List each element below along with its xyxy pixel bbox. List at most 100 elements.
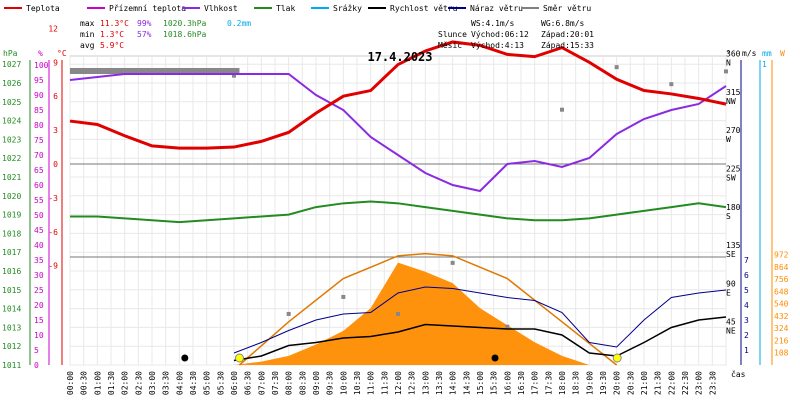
x-tick-label: 00:30	[80, 371, 89, 395]
x-tick-label: 19:30	[599, 371, 608, 395]
legend-label: Směr větru	[543, 4, 591, 13]
humidity-line	[69, 73, 727, 193]
direction-tick-dir: NW	[726, 97, 736, 106]
night-band	[70, 68, 240, 74]
x-tick-label: 18:30	[572, 371, 581, 395]
x-tick-label: 01:30	[107, 371, 116, 395]
x-tick-label: 06:30	[244, 371, 253, 395]
moonset-marker	[491, 354, 499, 362]
x-tick-label: 10:00	[339, 371, 348, 395]
x-tick-label: 19:00	[585, 371, 594, 395]
wind-direction-point	[286, 311, 291, 316]
legend-label: Vlhkost	[204, 4, 238, 13]
temperature-tick: 6	[53, 92, 58, 101]
info-moon-label: Měsíc	[438, 41, 462, 50]
temperature-unit: °C	[57, 49, 67, 58]
pressure-tick: 1011	[2, 361, 21, 370]
x-tick-label: 12:30	[408, 371, 417, 395]
direction-tick-deg: 225	[726, 165, 741, 174]
wind-direction-point	[341, 294, 346, 299]
wind-tick: 4	[744, 301, 749, 310]
x-tick-label: 15:00	[476, 371, 485, 395]
humidity-tick: 80	[34, 121, 44, 130]
pressure-tick: 1026	[2, 79, 21, 88]
direction-tick-dir: SW	[726, 174, 736, 183]
direction-tick-dir: NE	[726, 327, 736, 336]
x-tick-label: 23:30	[708, 371, 717, 395]
stat-label: avg	[80, 41, 95, 50]
x-tick-label: 20:00	[613, 371, 622, 395]
x-tick-label: 06:00	[230, 371, 239, 395]
pressure-tick: 1022	[2, 154, 21, 163]
stat-min-temp: 1.3°C	[100, 30, 124, 39]
x-tick-label: 08:30	[298, 371, 307, 395]
humidity-tick: 95	[34, 76, 44, 85]
theoretical-radiation-line	[238, 252, 618, 366]
pressure-unit: hPa	[3, 49, 18, 58]
x-tick-label: 18:00	[558, 371, 567, 395]
legend-label: Přízemní teplota	[109, 4, 186, 13]
wind-tick: 7	[744, 256, 749, 265]
x-tick-label: 21:30	[654, 371, 663, 395]
x-tick-label: 16:00	[503, 371, 512, 395]
pressure-line	[70, 200, 727, 224]
pressure-tick: 1017	[2, 248, 21, 257]
direction-tick-dir: W	[726, 135, 731, 144]
pressure-tick: 1012	[2, 342, 21, 351]
x-tick-label: 14:00	[449, 371, 458, 395]
pressure-tick: 1014	[2, 305, 21, 314]
legend-label: Rychlost větru	[390, 4, 458, 13]
solar-tick: 432	[774, 312, 789, 321]
rain-unit: mm	[762, 49, 772, 58]
wind-direction-point	[450, 260, 455, 265]
solar-radiation-area	[234, 262, 590, 365]
pressure-tick: 1015	[2, 286, 21, 295]
moonrise-marker	[181, 354, 189, 362]
x-tick-label: 11:30	[380, 371, 389, 395]
wind-direction-point	[669, 82, 674, 87]
wind-direction-point	[614, 65, 619, 70]
x-tick-label: 10:30	[353, 371, 362, 395]
rain-tick: 1	[762, 60, 767, 69]
x-tick-label: 05:00	[203, 371, 212, 395]
direction-tick-dir: S	[726, 212, 731, 221]
wind-direction-point	[505, 324, 510, 329]
humidity-tick: 35	[34, 256, 44, 265]
direction-tick-deg: 45	[726, 318, 736, 327]
direction-tick-dir: SE	[726, 250, 736, 259]
temperature-tick: -6	[48, 228, 58, 237]
x-tick-label: 23:00	[695, 371, 704, 395]
solar-tick: 756	[774, 275, 789, 284]
direction-tick-dir: E	[726, 288, 731, 297]
wind-tick: 1	[744, 346, 749, 355]
wind-direction-point	[724, 69, 728, 74]
humidity-tick: 15	[34, 316, 44, 325]
x-tick-label: 13:00	[421, 371, 430, 395]
x-tick-label: 13:30	[435, 371, 444, 395]
wind-direction-point	[232, 73, 236, 78]
x-tick-label: 20:30	[626, 371, 635, 395]
info-sunset: Západ:20:01	[541, 30, 594, 39]
temperature-tick: 3	[53, 126, 58, 135]
stat-max-hum: 99%	[137, 19, 152, 28]
wind-direction-point	[396, 311, 400, 316]
direction-tick-deg: 270	[726, 126, 741, 135]
x-axis-label: čas	[731, 369, 746, 379]
humidity-tick: 10	[34, 331, 44, 340]
x-tick-label: 12:00	[394, 371, 403, 395]
pressure-tick: 1013	[2, 323, 21, 332]
chart-title: 17.4.2023	[367, 50, 432, 64]
pressure-tick: 1024	[2, 117, 21, 126]
info-ws: WS:4.1m/s	[471, 19, 515, 28]
direction-tick-deg: 360	[726, 50, 741, 59]
x-tick-label: 05:30	[216, 371, 225, 395]
humidity-tick: 30	[34, 271, 44, 280]
info-moonset: Západ:15:33	[541, 41, 594, 50]
humidity-tick: 0	[34, 361, 39, 370]
x-tick-label: 08:00	[285, 371, 294, 395]
x-tick-label: 09:30	[326, 371, 335, 395]
humidity-tick: 50	[34, 211, 44, 220]
info-sunrise: Východ:06:12	[471, 30, 529, 39]
pressure-tick: 1021	[2, 173, 21, 182]
humidity-tick: 45	[34, 226, 44, 235]
